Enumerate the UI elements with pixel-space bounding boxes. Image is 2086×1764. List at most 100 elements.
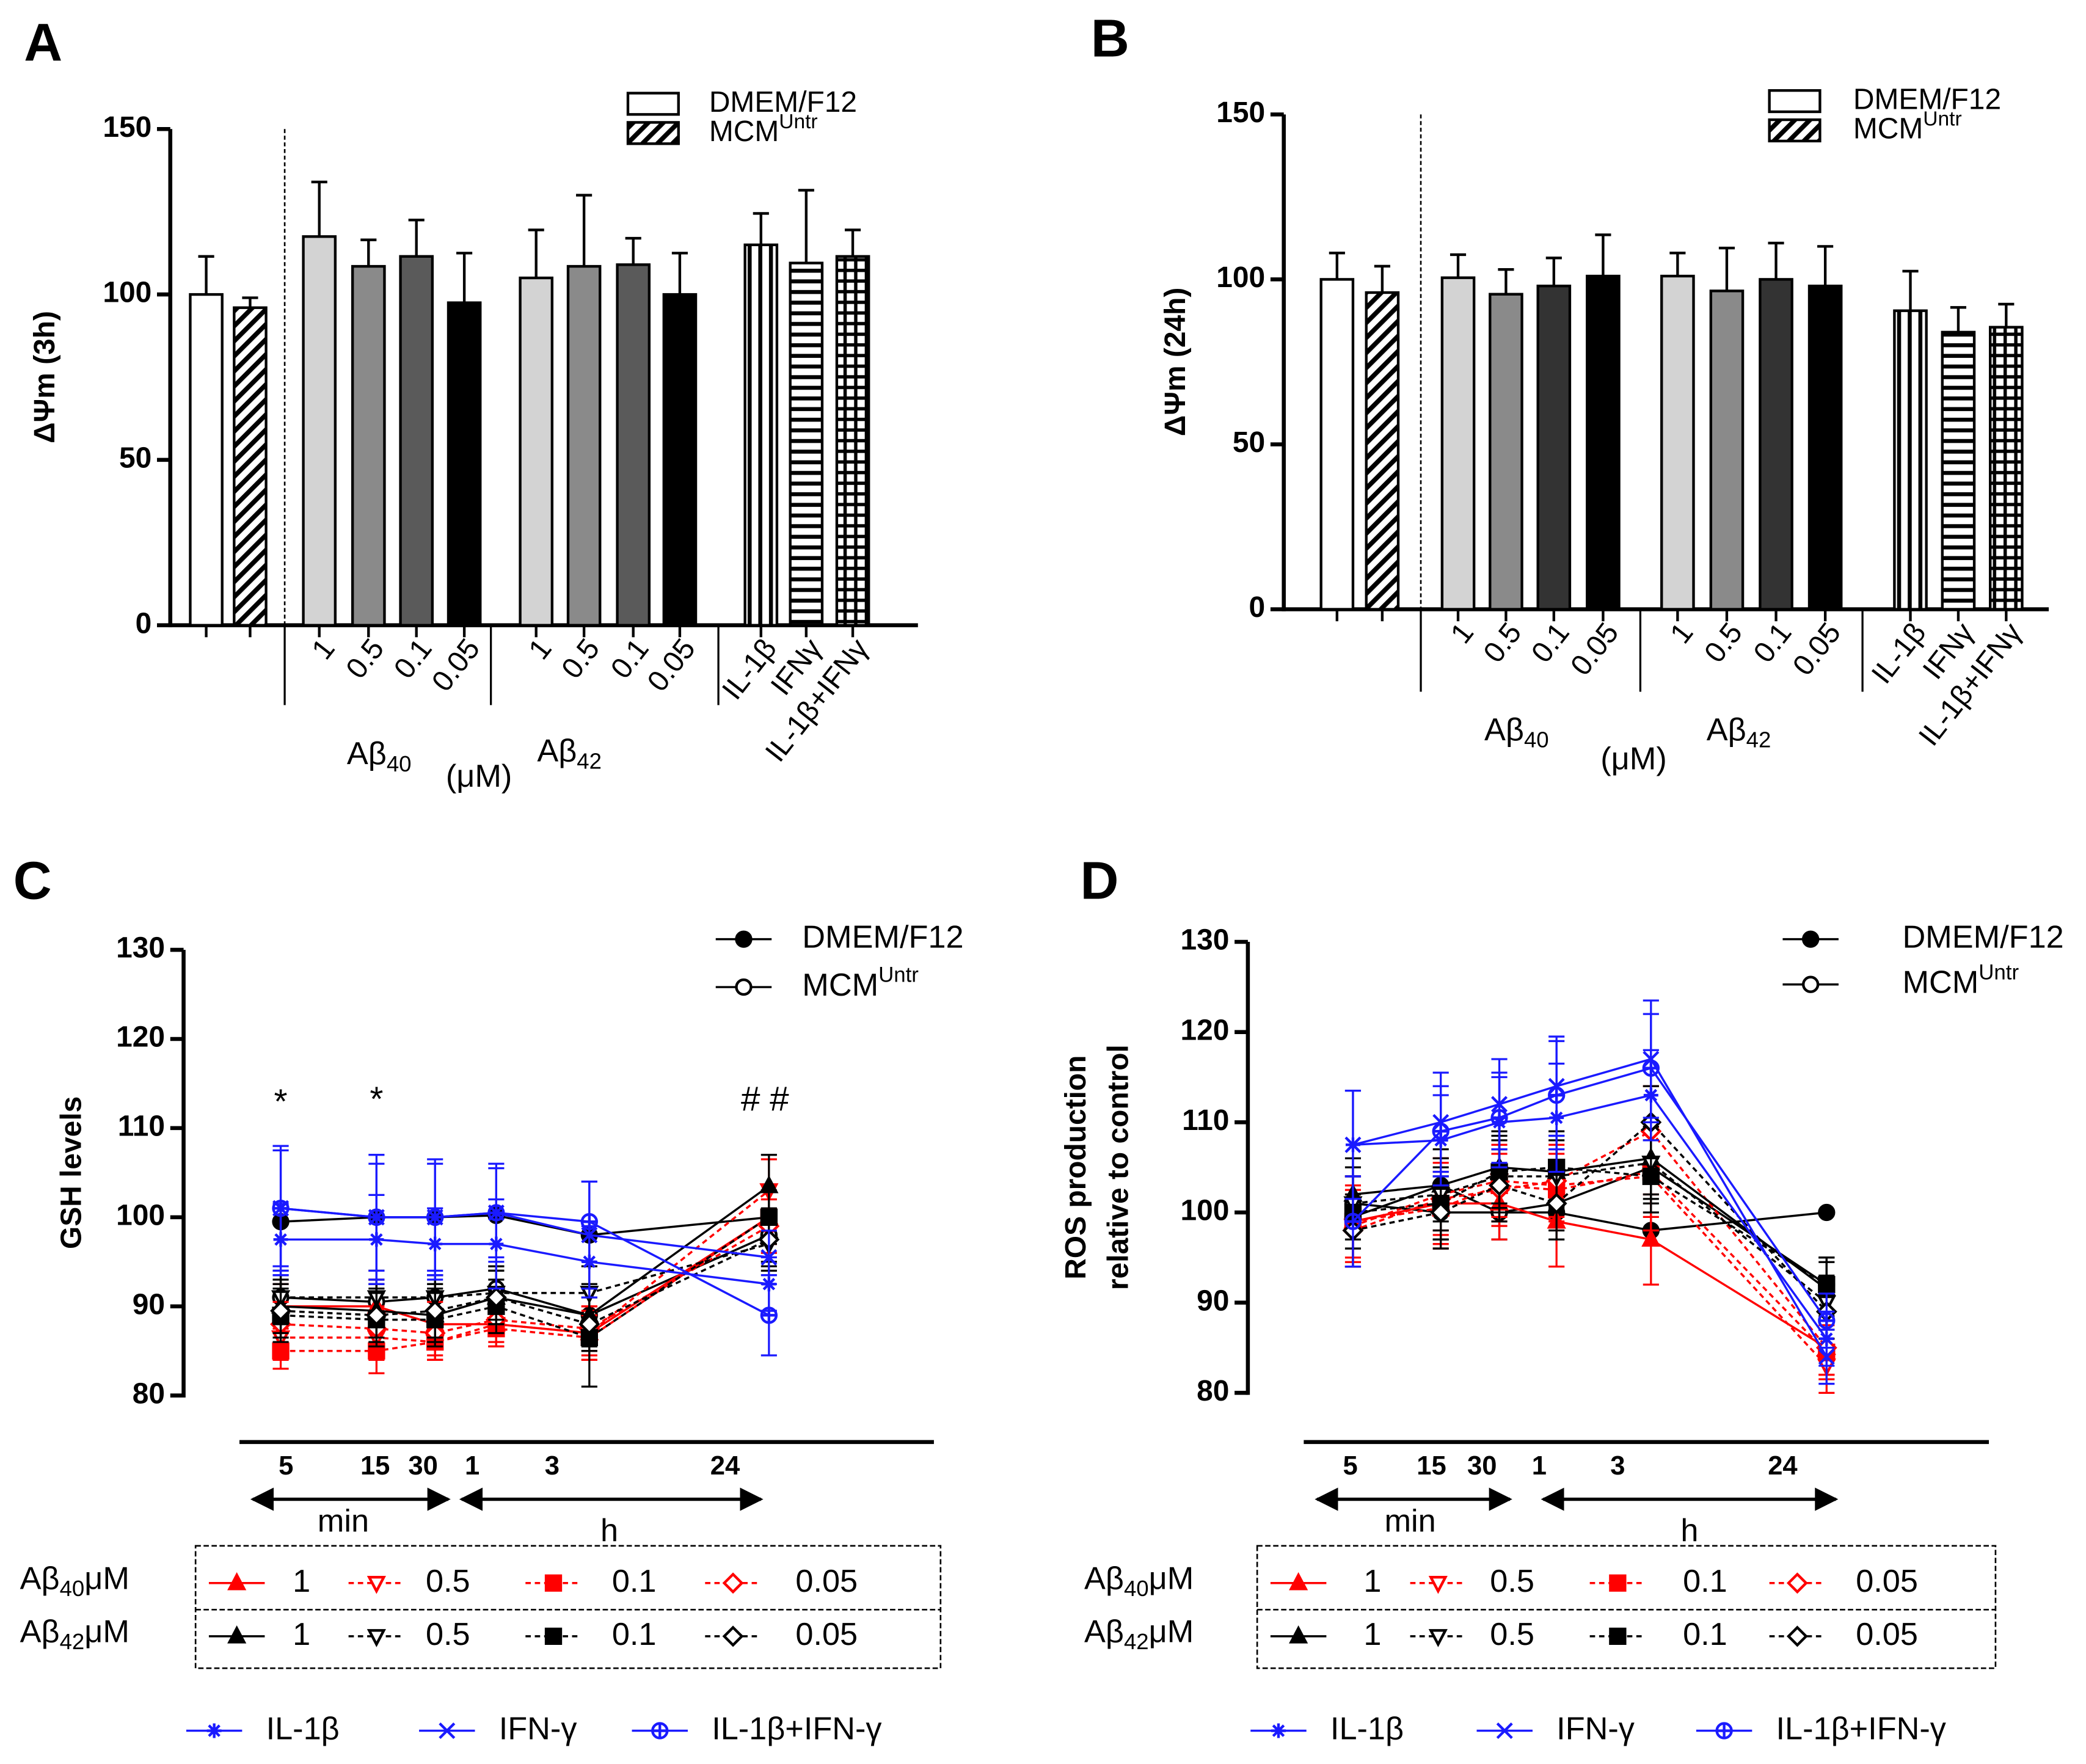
legend-name: 0.1 [1683,1564,1727,1599]
y-tick-label: 130 [116,932,165,964]
marker [1642,1167,1660,1186]
x-tick-label: 1 [465,1451,480,1481]
x-tick-label: 24 [710,1451,740,1481]
marker [760,1248,778,1266]
legend-label: 0.5 [426,1564,470,1599]
x-tick-label: 0.5 [1478,617,1528,669]
series-line [280,1234,770,1317]
legend-name: 0.5 [1490,1617,1534,1652]
marker [1818,1203,1836,1222]
y-tick-label: 0 [136,607,152,640]
legend-box [1256,1545,1997,1669]
group-label-main: Aβ [1707,712,1746,748]
row-label: Aβ42μM [1084,1614,1194,1654]
marker [1641,1228,1661,1247]
group-label: Aβ42 [537,734,602,774]
legend-marker [1802,975,1820,993]
legend-label: DMEM/F12 [1853,83,2001,115]
x-tick-label: IL-1β [716,633,783,705]
marker [1430,1201,1452,1223]
bar [835,255,870,627]
y-tick-label: 90 [1197,1285,1229,1317]
legend-name: IL-1β+IFN-γ [712,1711,881,1746]
error-bar [753,212,769,245]
legend-swatch [1768,89,1822,114]
legend-label: 1 [1363,1564,1381,1599]
bar [447,301,482,627]
row-label-main: Aβ [20,1614,60,1649]
legend-name: 0.1 [1683,1617,1727,1652]
legend-label-main: MCM [1853,112,1923,145]
legend-name: DMEM/F12 [1902,919,2063,955]
x-tick-label: 0.5 [1698,617,1749,669]
legend-name: 0.5 [426,1617,470,1652]
legend-label: IL-1β [1330,1711,1404,1746]
legend-marker [439,1722,456,1740]
legend-marker [1289,1625,1308,1644]
time-unit: h [1680,1513,1698,1548]
x-tick-label: 30 [408,1451,437,1481]
series-line [280,1207,770,1316]
y-tick-label: 120 [1180,1014,1229,1046]
bar [789,261,824,627]
bar [351,264,386,627]
error-bar [576,194,593,267]
row-label-main: Aβ [20,1561,60,1596]
legend-label-main: DMEM/F12 [1853,83,2001,115]
error-bar [671,252,688,295]
legend-label: MCMUntr [709,111,818,148]
x-tick-label: 0.05 [426,633,486,698]
bar [743,243,779,627]
row-label: Aβ40μM [1084,1561,1194,1601]
error-bar [625,236,641,265]
time-unit: min [318,1504,369,1539]
series-line [280,1216,770,1335]
bar [1440,276,1476,611]
panel-label: D [1080,851,1118,910]
legend-label: 0.5 [426,1617,470,1652]
x-tick-label: 0.05 [1787,617,1847,682]
legend-name: 0.05 [1856,1617,1918,1652]
bar [1807,285,1843,611]
x-tick-label: 1 [1445,617,1480,650]
x-tick-label: 1 [1532,1451,1547,1481]
legend-label-sup: Untr [1923,108,1961,131]
legend-marker [227,1625,247,1644]
legend-label: DMEM/F12 [709,86,857,118]
error-bar [242,296,258,308]
y-axis-label: ΔΨm (3h) [29,311,61,443]
x-tick-label: 30 [1467,1451,1497,1481]
legend-label: 1 [1363,1617,1381,1652]
bar [233,306,268,627]
y-tick-label: 80 [133,1377,165,1410]
x-tick-label: 3 [1610,1451,1625,1481]
error-bar [1950,306,1966,332]
x-tick-label: 0.05 [641,633,702,698]
legend-label: 0.5 [1490,1564,1534,1599]
series-line [1352,1157,1828,1290]
legend-label: 0.05 [1856,1564,1918,1599]
bar [566,264,602,627]
legend-swatch [1768,118,1822,143]
bar [189,293,224,627]
legend-name: MCM [1902,965,1978,1000]
row-label-tail: μM [84,1561,129,1596]
bar [662,293,698,627]
legend-marker [722,1625,744,1647]
marker [272,1200,290,1217]
series-line [280,1214,770,1236]
legend-marker [544,1627,563,1646]
marker [1545,1192,1567,1214]
row-label-tail: μM [1149,1614,1194,1649]
bar [1709,290,1745,611]
series-line [1352,1175,1828,1367]
series-line [280,1189,770,1343]
legend-swatch [626,121,680,145]
legend-label: 0.5 [1490,1617,1534,1652]
error-bar [311,180,327,237]
error-bar [198,255,214,295]
legend-marker [1496,1722,1513,1740]
bar [1660,274,1695,611]
y-axis-label: GSH levels [55,1096,87,1249]
